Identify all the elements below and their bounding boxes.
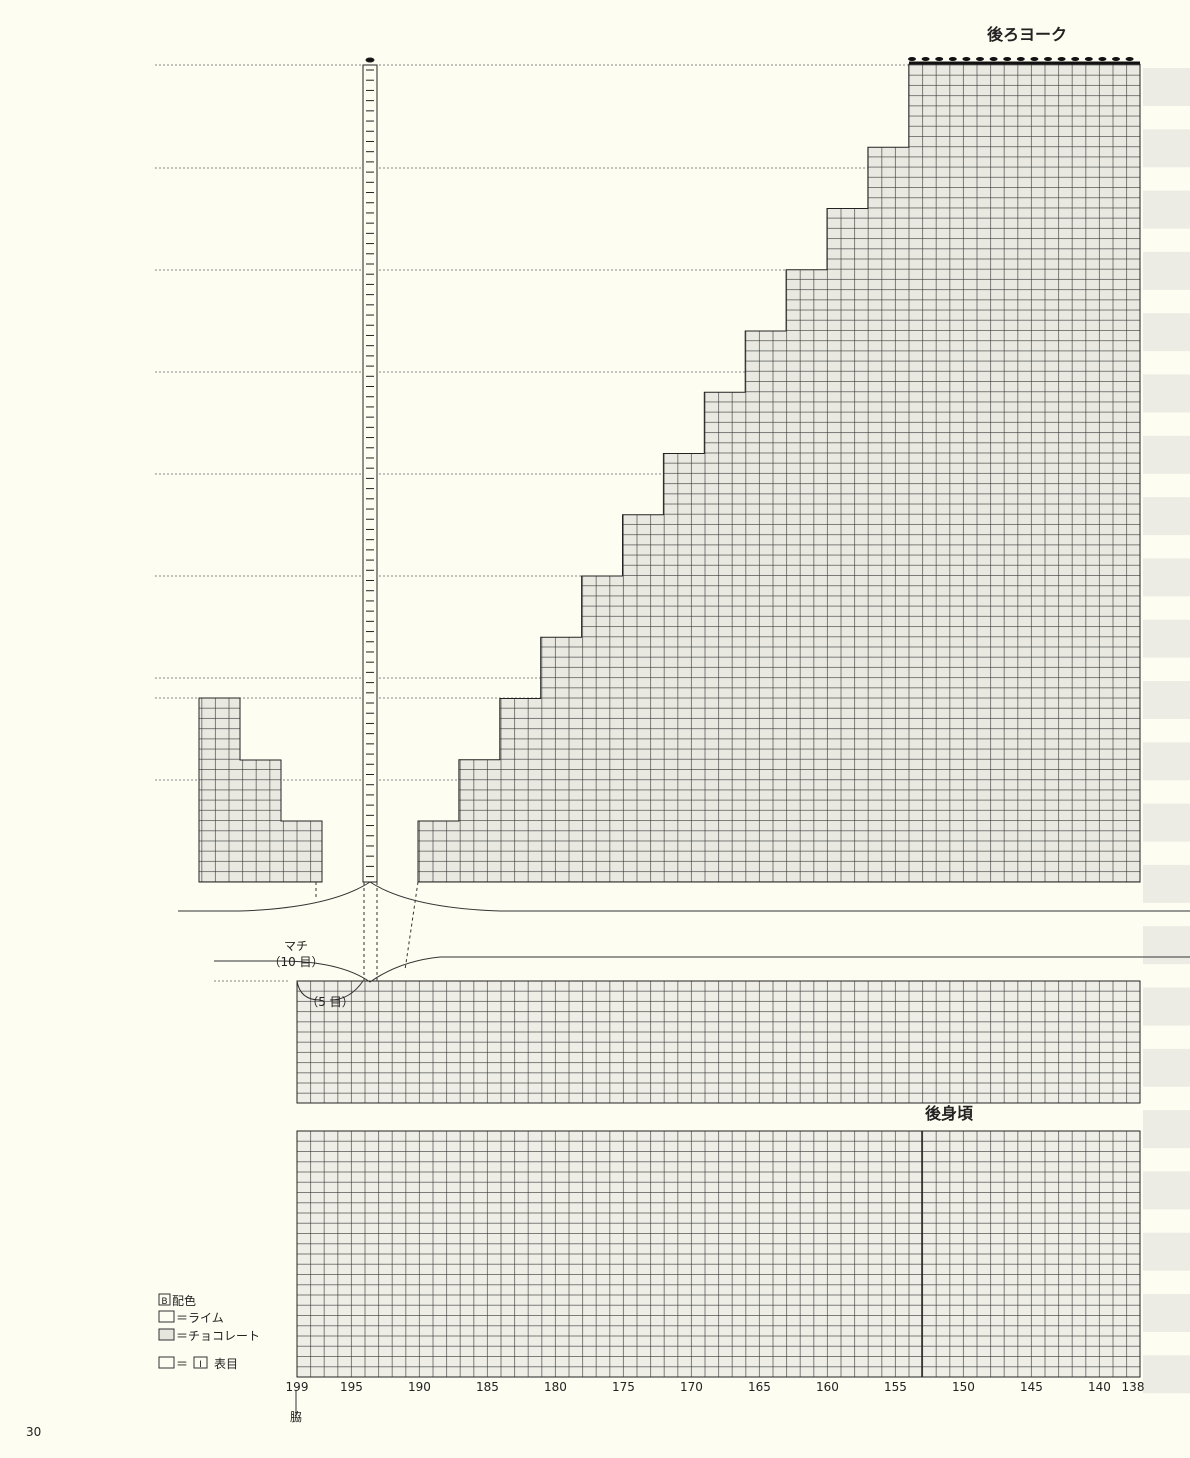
band (1143, 1294, 1190, 1332)
chocolate-swatch (158, 1328, 175, 1341)
bind-off-mark (1098, 57, 1107, 61)
body-grid (296, 1130, 1141, 1378)
band (1143, 68, 1190, 106)
stitch-number: 150 (952, 1380, 975, 1394)
center-column (362, 64, 378, 883)
lime-swatch (158, 1310, 175, 1323)
gusset-count: （10 目） (268, 955, 323, 969)
stitch-number: 199 (286, 1380, 309, 1394)
knit-swatch (158, 1356, 175, 1369)
bind-off-mark (1016, 57, 1025, 61)
band (1143, 864, 1190, 903)
yoke-title: 後ろヨーク (987, 25, 1067, 44)
bind-off-mark (1125, 57, 1134, 61)
band (1143, 374, 1190, 413)
bind-off-mark (935, 57, 944, 61)
side-label: 脇 (290, 1410, 302, 1424)
band (1143, 926, 1190, 965)
bind-off-mark (1030, 57, 1039, 61)
connectors (178, 881, 1190, 1418)
bind-off-mark (1071, 57, 1080, 61)
body-title: 後身頃 (925, 1104, 974, 1123)
bind-off-mark (948, 57, 957, 61)
bind-off-mark (921, 57, 930, 61)
bind-off-mark (976, 57, 984, 61)
band (1143, 558, 1190, 597)
left-yoke-grid (198, 697, 323, 883)
page-number: 30 (26, 1425, 41, 1439)
band (1143, 251, 1190, 290)
legend-title: 配色 (172, 1294, 196, 1308)
stitch-number: 160 (816, 1380, 839, 1394)
legend-chocolate: ＝チョコレート (176, 1329, 260, 1343)
legend-knit: 表目 (214, 1357, 238, 1371)
band (1143, 803, 1190, 842)
band (1143, 742, 1190, 781)
band (1143, 1110, 1190, 1149)
stitch-number: 170 (680, 1380, 703, 1394)
side-bands (1143, 68, 1190, 1394)
band (1143, 987, 1190, 1026)
stitch-number: 195 (340, 1380, 363, 1394)
band (1143, 190, 1190, 229)
band (1143, 619, 1190, 658)
band (1143, 497, 1190, 536)
band (1143, 1171, 1190, 1210)
stitch-number: 180 (544, 1380, 567, 1394)
stitch-number: 140 (1088, 1380, 1111, 1394)
knit-box (193, 1356, 208, 1369)
gusset-label: マチ (284, 939, 308, 953)
bind-off-mark (1057, 57, 1066, 61)
knit-symbol: I (199, 1360, 202, 1370)
band (1143, 129, 1190, 168)
band (1143, 1232, 1190, 1271)
bind-off-mark (962, 57, 971, 61)
stitch-number: 190 (408, 1380, 431, 1394)
gusset-half: （5 目） (306, 995, 353, 1009)
bind-off-mark (989, 57, 998, 61)
legend-b: B (161, 1297, 167, 1307)
stitch-number: 165 (748, 1380, 771, 1394)
stitch-number: 185 (476, 1380, 499, 1394)
legend-box (158, 1293, 171, 1306)
bind-off-mark (1112, 57, 1120, 61)
center-ticks (365, 57, 375, 878)
gusset-grid (296, 980, 1141, 1104)
bind-off-mark (1084, 57, 1093, 61)
legend-eq: ＝ (176, 1357, 188, 1371)
stitch-number: 138 (1122, 1380, 1145, 1394)
stitch-number: 155 (884, 1380, 907, 1394)
bind-off-mark (908, 57, 916, 61)
band (1143, 313, 1190, 352)
bind-off-mark (1044, 57, 1052, 61)
band (1143, 1355, 1190, 1394)
stitch-number: 175 (612, 1380, 635, 1394)
bind-off-mark (365, 57, 375, 63)
band (1143, 1048, 1190, 1087)
band (1143, 681, 1190, 719)
bind-off-mark (1003, 57, 1012, 61)
stitch-number: 145 (1020, 1380, 1043, 1394)
yoke-grid (417, 63, 1141, 883)
legend-lime: ＝ライム (176, 1311, 224, 1325)
band (1143, 435, 1190, 474)
